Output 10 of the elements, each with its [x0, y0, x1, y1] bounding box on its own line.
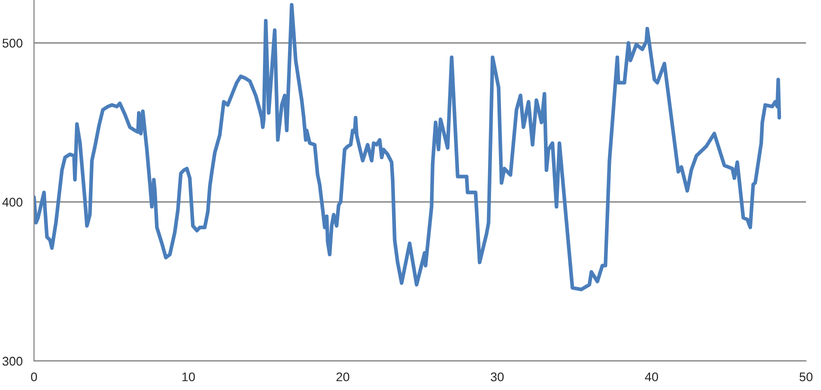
y-tick-label: 500 [2, 38, 22, 48]
y-tick-label: 400 [2, 198, 22, 207]
x-tick-label: 50 [800, 372, 812, 382]
line-series [34, 2, 782, 292]
x-tick-label: 30 [490, 372, 504, 382]
x-tick-label: 20 [336, 372, 350, 382]
y-tick-label: 300 [2, 356, 22, 366]
x-tick-label: 10 [182, 372, 195, 382]
x-tick-label: 0 [31, 372, 37, 382]
x-tick-label: 40 [644, 372, 658, 382]
